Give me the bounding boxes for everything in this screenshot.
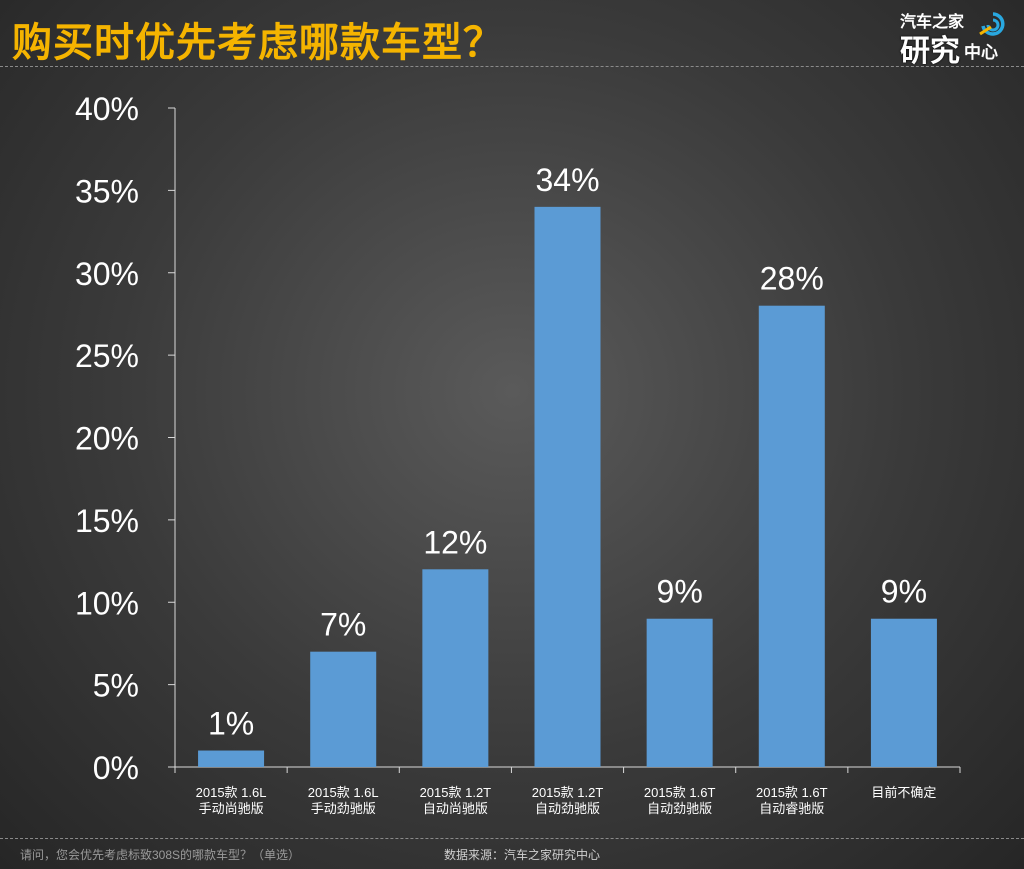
x-category-label: 自动睿驰版 bbox=[759, 801, 824, 816]
y-tick-label: 25% bbox=[75, 338, 139, 374]
x-category-label: 2015款 1.6T bbox=[756, 785, 828, 800]
bar bbox=[758, 305, 825, 767]
autohome-research-logo: 汽车之家 研究 中心 bbox=[896, 6, 1014, 68]
y-tick-label: 15% bbox=[75, 503, 139, 539]
y-tick-label: 0% bbox=[93, 750, 139, 786]
x-category-label: 2015款 1.6L bbox=[196, 785, 267, 800]
title-divider bbox=[0, 66, 1024, 67]
x-category-label: 自动尚驰版 bbox=[423, 801, 488, 816]
footer-divider bbox=[0, 838, 1024, 839]
x-category-label: 手动尚驰版 bbox=[199, 801, 264, 816]
y-tick-label: 5% bbox=[93, 668, 139, 704]
y-tick-label: 30% bbox=[75, 256, 139, 292]
bar-value-label: 28% bbox=[760, 261, 824, 297]
bar-value-label: 34% bbox=[535, 162, 599, 198]
logo-line3: 中心 bbox=[964, 43, 998, 62]
y-tick-label: 40% bbox=[75, 91, 139, 127]
bar-value-label: 9% bbox=[657, 574, 703, 610]
bar bbox=[870, 618, 937, 767]
x-category-label: 2015款 1.6L bbox=[308, 785, 379, 800]
bar bbox=[422, 569, 489, 767]
y-tick-label: 35% bbox=[75, 173, 139, 209]
bar bbox=[534, 206, 601, 768]
bar-value-label: 1% bbox=[208, 706, 254, 742]
y-tick-label: 10% bbox=[75, 585, 139, 621]
page-title: 购买时优先考虑哪款车型？ bbox=[12, 21, 504, 65]
x-category-label: 手动劲驰版 bbox=[311, 801, 376, 816]
logo-line2: 研究 bbox=[900, 35, 960, 68]
bar-value-label: 12% bbox=[423, 524, 487, 560]
x-category-label: 2015款 1.2T bbox=[532, 785, 604, 800]
bar-value-label: 9% bbox=[881, 574, 927, 610]
survey-question: 请问，您会优先考虑标致308S的哪款车型？（单选） bbox=[20, 848, 301, 862]
bar bbox=[198, 750, 265, 767]
logo-line1: 汽车之家 bbox=[900, 14, 965, 31]
x-category-label: 自动劲驰版 bbox=[535, 801, 600, 816]
bar bbox=[310, 651, 377, 767]
data-source: 数据来源：汽车之家研究中心 bbox=[444, 848, 601, 862]
logo-swirl-icon bbox=[979, 12, 1005, 36]
x-category-label: 2015款 1.2T bbox=[420, 785, 492, 800]
x-category-label: 自动劲驰版 bbox=[647, 801, 712, 816]
y-tick-label: 20% bbox=[75, 421, 139, 457]
x-category-label: 2015款 1.6T bbox=[644, 785, 716, 800]
bar-value-label: 7% bbox=[320, 607, 366, 643]
bar bbox=[646, 618, 713, 767]
x-category-label: 目前不确定 bbox=[871, 785, 936, 800]
